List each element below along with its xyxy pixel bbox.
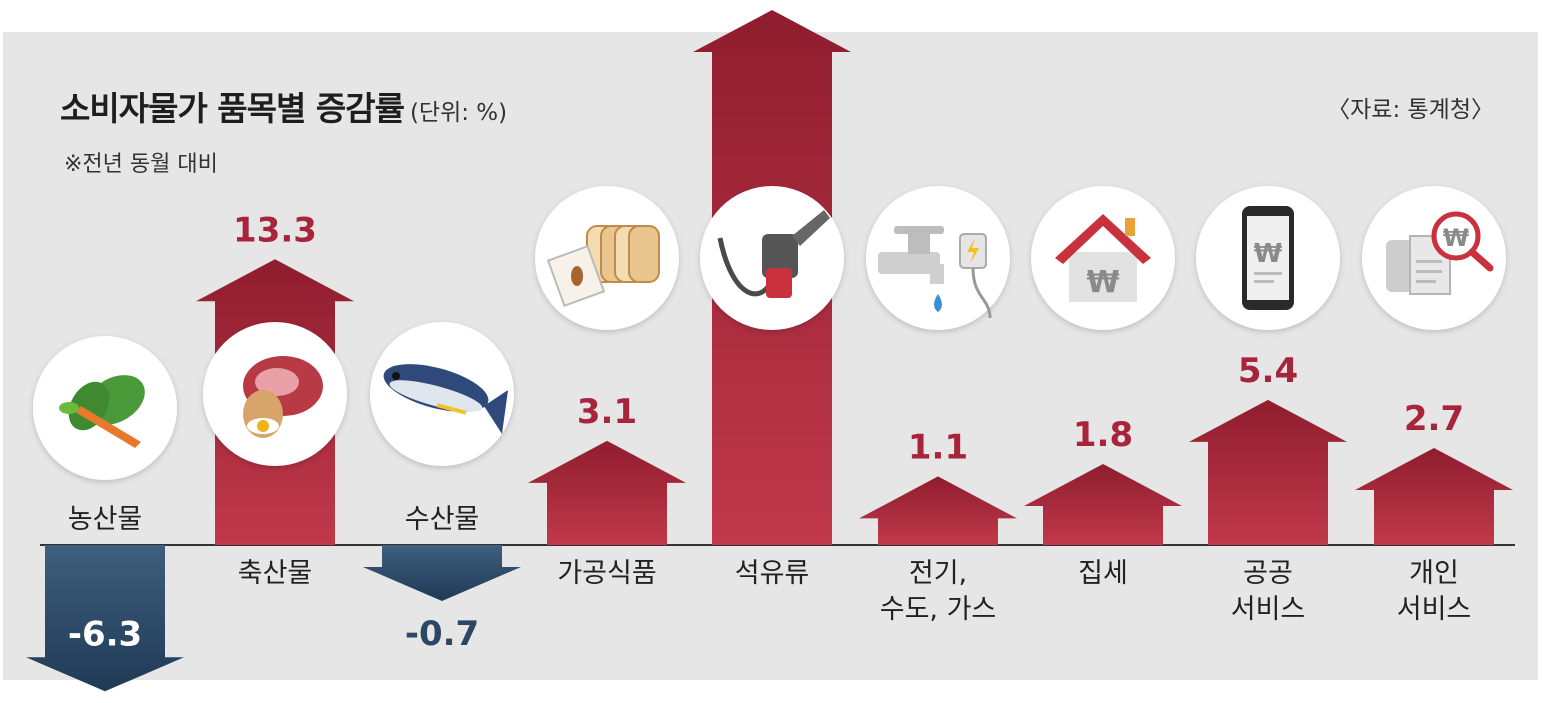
comparison-note: ※전년 동월 대비	[64, 152, 218, 177]
bar-arrow	[1024, 463, 1182, 545]
value-label: 1.8	[1073, 415, 1133, 455]
category-label: 석유류	[735, 558, 810, 589]
source-label: 〈자료: 통계청〉	[1327, 97, 1494, 123]
svg-text:₩: ₩	[1443, 224, 1470, 252]
value-label: 1.1	[908, 427, 968, 467]
svg-text:₩: ₩	[1086, 265, 1119, 300]
category-label: 집세	[1078, 558, 1128, 589]
category-label: 농산물	[68, 504, 143, 535]
receipt-search-won-icon: ₩	[1362, 186, 1506, 330]
value-label: 5.4	[1238, 351, 1298, 391]
category-label: 가공식품	[557, 558, 656, 589]
value-label: -0.7	[405, 614, 479, 654]
meat-egg-icon	[203, 322, 347, 466]
bar-arrow	[859, 476, 1017, 545]
category-label: 수산물	[405, 504, 480, 535]
vegetables-icon	[33, 336, 177, 480]
chart-title: 소비자물가 품목별 증감률 (단위: %)	[60, 82, 507, 130]
bar-arrow	[1189, 399, 1347, 545]
unit-label: (단위: %)	[409, 100, 508, 126]
bar-arrow	[26, 545, 184, 692]
value-label: 13.3	[233, 210, 317, 250]
tuna-fish-icon	[370, 322, 514, 466]
bar-arrow	[528, 440, 686, 545]
house-won-icon: ₩	[1031, 186, 1175, 330]
value-label: -6.3	[68, 614, 142, 654]
title-text: 소비자물가 품목별 증감률	[60, 89, 405, 128]
smartphone-won-icon: ₩	[1196, 186, 1340, 330]
value-label: 27.3	[730, 0, 814, 1]
category-label: 개인 서비스	[1397, 558, 1472, 625]
bar-arrow	[363, 545, 521, 601]
svg-text:₩: ₩	[1254, 239, 1283, 269]
bar-arrow	[1355, 447, 1513, 545]
value-label: 3.1	[577, 392, 637, 432]
category-label: 전기, 수도, 가스	[880, 558, 997, 625]
category-label: 축산물	[238, 558, 313, 589]
bread-icon	[535, 186, 679, 330]
value-label: 2.7	[1404, 399, 1464, 439]
faucet-plug-icon	[866, 186, 1010, 330]
fuel-nozzle-icon	[700, 186, 844, 330]
category-label: 공공 서비스	[1231, 558, 1306, 625]
